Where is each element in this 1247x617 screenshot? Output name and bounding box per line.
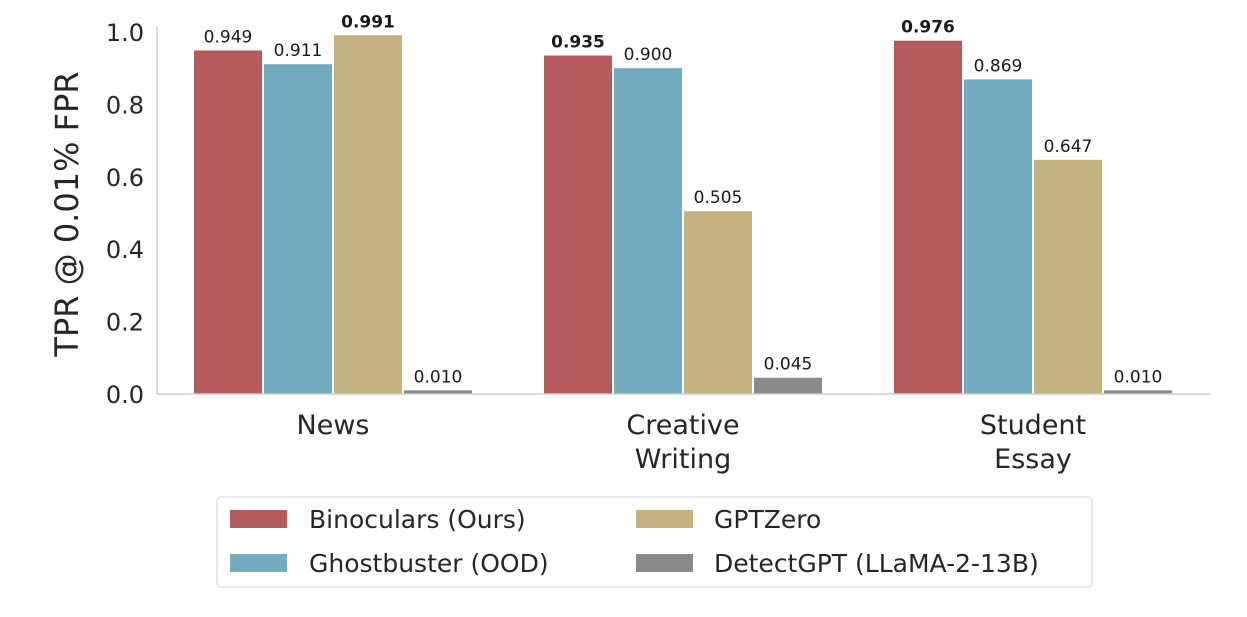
legend-label-2: Ghostbuster (OOD) (309, 549, 549, 578)
y-ticks-layer: 0.0 0.2 0.4 0.6 0.8 1.0 (106, 19, 144, 409)
category-label-line: Student (980, 410, 1086, 441)
axes-layer (156, 26, 1210, 395)
legend-frame (216, 496, 1093, 588)
data-label-1-1: 0.949 (204, 27, 253, 47)
legend-swatch-3 (636, 510, 693, 528)
bar-4-3 (1104, 390, 1172, 394)
y-tick-label: 0.6 (106, 164, 144, 192)
data-label-3-3: 0.647 (1044, 137, 1093, 157)
legend: Binoculars (Ours) Ghostbuster (OOD) GPTZer… (216, 496, 1093, 588)
y-axis-title: TPR @ 0.01% FPR (48, 71, 86, 357)
bar-3-3 (1034, 159, 1102, 394)
bar-1-2 (544, 55, 612, 394)
data-label-1-2: 0.935 (551, 33, 605, 53)
data-label-2-2: 0.900 (624, 45, 673, 65)
data-label-2-1: 0.911 (274, 41, 323, 61)
data-label-4-2: 0.045 (764, 355, 813, 375)
bar-1-1 (194, 50, 262, 394)
bar-1-3 (894, 40, 962, 395)
category-label-line: Essay (994, 444, 1072, 475)
legend-label-3: GPTZero (714, 505, 821, 534)
data-label-3-2: 0.505 (694, 188, 743, 208)
category-label-line: Creative (626, 410, 739, 441)
category-label-line: Writing (635, 444, 731, 475)
category-label-line: News (297, 410, 370, 441)
legend-label-1: Binoculars (Ours) (309, 505, 526, 534)
data-labels-layer: 0.949 0.935 0.976 0.911 0.900 0.869 0.991 0.505… (204, 12, 1163, 387)
data-label-3-1: 0.991 (341, 12, 395, 32)
category-label-3: Student Essay (980, 410, 1086, 475)
category-label-1: News (297, 410, 370, 441)
y-tick-label: 1.0 (106, 19, 144, 47)
category-label-2: Creative Writing (626, 410, 739, 475)
bar-2-3 (964, 79, 1032, 394)
bar-3-2 (684, 211, 752, 394)
data-label-4-3: 0.010 (1114, 367, 1163, 387)
data-label-1-3: 0.976 (901, 18, 955, 38)
data-label-2-3: 0.869 (974, 56, 1023, 76)
bar-4-2 (754, 377, 822, 394)
bar-2-2 (614, 68, 682, 394)
y-tick-label: 0.0 (106, 381, 144, 409)
legend-swatch-2 (230, 554, 287, 572)
data-label-4-1: 0.010 (414, 367, 463, 387)
category-labels-layer: News Creative Writing Student Essay (297, 410, 1087, 475)
y-tick-label: 0.4 (106, 236, 144, 264)
legend-label-4: DetectGPT (LLaMA-2-13B) (714, 549, 1039, 578)
bar-2-1 (264, 64, 332, 394)
bar-4-1 (404, 390, 472, 394)
legend-swatch-1 (230, 510, 287, 528)
legend-swatch-4 (636, 554, 693, 572)
y-tick-label: 0.2 (106, 309, 144, 337)
y-tick-label: 0.8 (106, 91, 144, 119)
bars-layer (194, 35, 1172, 395)
bar-3-1 (334, 35, 402, 395)
